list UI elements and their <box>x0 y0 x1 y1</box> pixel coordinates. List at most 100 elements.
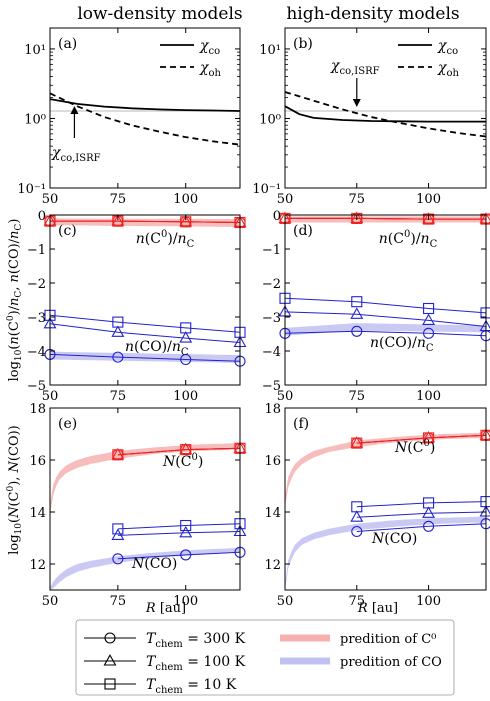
series-line <box>50 220 240 223</box>
y-tick-label: 10¹ <box>259 43 281 58</box>
data-point-triangle <box>179 525 193 538</box>
x-tick-label: 100 <box>173 389 198 404</box>
data-point-triangle <box>422 506 436 518</box>
x-tick-label: 75 <box>110 389 127 404</box>
y-tick-label: 14 <box>29 506 46 521</box>
column-title-low: low-density models <box>77 4 242 24</box>
data-point-circle <box>351 325 363 337</box>
legend-marker-square <box>104 678 116 690</box>
data-point-square <box>351 437 363 449</box>
panel-a: 50 75 100 10⁻¹ 10⁰ 10¹ (a) χco χoh χco,ISRF <box>17 27 241 207</box>
legend: Tchem = 300 K Tchem = 100 K Tchem = 10 K pr… <box>75 619 455 696</box>
y-tick-label: −1 <box>27 243 46 258</box>
series-line <box>285 217 486 220</box>
prediction-band-red <box>285 432 486 507</box>
y-tick-label: 12 <box>264 558 281 573</box>
series-line <box>285 297 486 314</box>
prediction-band-blue <box>285 323 486 336</box>
data-point-triangle <box>111 214 125 226</box>
y-tick-label: 0 <box>273 209 281 224</box>
y-tick-label: 16 <box>264 454 281 469</box>
label-co-column: N(CO) <box>371 531 417 547</box>
y-tick-label: 18 <box>29 402 46 417</box>
series-line <box>117 523 240 530</box>
data-point-triangle <box>479 505 490 517</box>
data-point-square <box>423 497 435 509</box>
x-tick-label: 75 <box>349 594 366 609</box>
isrf-label: χco,ISRF <box>330 58 380 77</box>
panel-f: 50 75 100 12 14 16 18 (f) N(C0) N(CO) <box>264 402 490 609</box>
y-tick-label: 16 <box>29 454 46 469</box>
series-line <box>117 447 240 456</box>
y-tick-label: 10⁰ <box>24 112 46 127</box>
data-point-triangle <box>422 313 436 325</box>
data-point-circle <box>180 549 192 561</box>
x-tick-label: 100 <box>173 192 198 207</box>
x-tick-label: 50 <box>277 192 294 207</box>
x-tick-label: 75 <box>349 192 366 207</box>
legend-label-chi-oh: χoh <box>199 60 222 79</box>
legend-label-chi-oh: χoh <box>437 60 460 79</box>
data-point-triangle <box>350 307 364 319</box>
xlabel-left: R [au] <box>145 601 186 616</box>
xlabel-right: R [au] <box>357 601 398 616</box>
y-tick-label: 10⁻¹ <box>17 182 46 197</box>
series-line <box>285 330 486 337</box>
panel-c: 50 75 100 −5 −4 −3 −2 −1 0 (c) n(C0)/nC n(CO)/nC <box>27 209 247 404</box>
plot-area <box>285 91 486 138</box>
x-tick-label: 100 <box>173 594 198 609</box>
plot-area <box>285 432 486 590</box>
series-line <box>356 501 486 508</box>
x-tick-label: 100 <box>416 389 441 404</box>
panel-b: 50 75 100 10⁻¹ 10⁰ 10¹ (b) χco χoh χco,ISRF <box>252 27 487 207</box>
y-tick-label: −5 <box>27 379 46 394</box>
panel-e: 50 75 100 12 14 16 18 (e) N(C0) N(CO) <box>29 402 247 609</box>
x-tick-label: 50 <box>277 594 294 609</box>
data-point-triangle <box>179 214 193 227</box>
plot-area <box>50 218 240 363</box>
series-line <box>356 511 486 518</box>
series-line <box>50 353 240 362</box>
legend-label-tchem: Tchem = 100 K <box>146 654 246 673</box>
y-tick-label: −2 <box>262 277 281 292</box>
data-point-triangle <box>350 436 364 448</box>
series-line <box>50 314 240 333</box>
y-tick-label: −3 <box>262 311 281 326</box>
y-tick-label: 18 <box>264 402 281 417</box>
series-line <box>50 92 240 146</box>
y-tick-label: 0 <box>38 209 46 224</box>
ylabel-column-density: log10(N(C0), N(CO)) <box>6 425 24 555</box>
y-tick-label: −2 <box>27 277 46 292</box>
data-point-triangle <box>111 447 125 460</box>
label-co-abundance: n(CO)/nC <box>125 339 189 358</box>
data-point-square <box>423 432 435 444</box>
y-tick-label: −1 <box>262 243 281 258</box>
plot-area <box>50 92 240 146</box>
series-line <box>50 98 240 112</box>
data-point-square <box>180 322 192 334</box>
legend-label-tchem: Tchem = 300 K <box>146 631 246 650</box>
panel-label: (a) <box>58 36 77 52</box>
data-point-square <box>112 523 124 535</box>
panel-frame <box>284 27 487 189</box>
data-point-circle <box>423 520 435 532</box>
legend-label-pred-co: predition of CO <box>340 655 442 670</box>
data-point-triangle <box>422 430 436 443</box>
plot-area <box>285 216 486 337</box>
panel-frame <box>284 407 487 591</box>
legend-label-chi-co: χco <box>199 38 220 57</box>
data-point-square <box>112 449 124 461</box>
data-point-square <box>351 212 363 224</box>
panel-label: (e) <box>58 416 77 432</box>
label-c0-abundance: n(C0)/nC <box>136 229 195 250</box>
x-tick-label: 75 <box>349 389 366 404</box>
legend-label-tchem: Tchem = 10 K <box>146 677 237 696</box>
data-point-square <box>423 302 435 315</box>
series-line <box>356 434 486 444</box>
label-c0-column: N(C0) <box>162 452 203 470</box>
ylabel-abundance: log10(n(C0)/nC, n(CO)/nC) <box>6 219 24 382</box>
data-point-triangle <box>350 211 364 223</box>
y-tick-label: 10⁰ <box>259 112 281 127</box>
panel-frame <box>49 27 241 189</box>
